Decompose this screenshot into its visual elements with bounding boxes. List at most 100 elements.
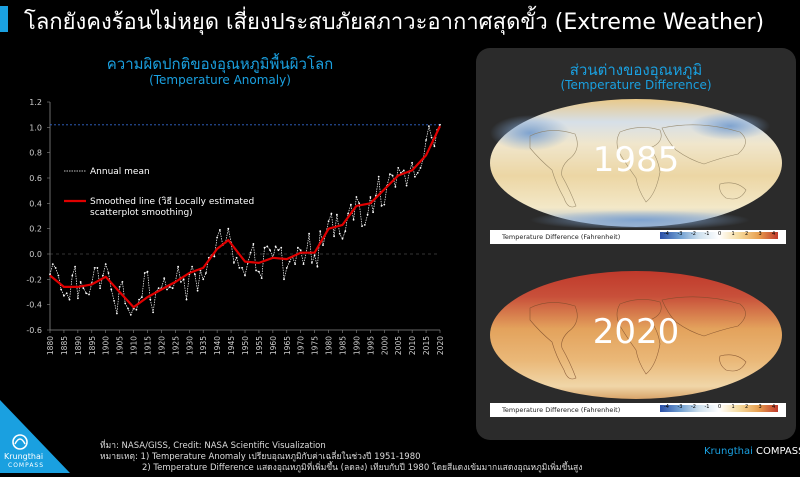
- annual-mean-point: [283, 278, 285, 281]
- annual-mean-point: [411, 161, 413, 164]
- brand-left-sub: COMPASS: [8, 462, 45, 469]
- world-map-2020: [490, 271, 782, 399]
- scale-tick-label: -2: [691, 404, 696, 410]
- annual-mean-point: [397, 167, 400, 169]
- footnote-2: 2) Temperature Difference แสดงอุณหภูมิที…: [142, 463, 583, 473]
- annual-mean-point: [88, 293, 90, 296]
- x-tick-label: 1990: [352, 336, 361, 355]
- annual-mean-point: [213, 255, 216, 258]
- annual-mean-point: [322, 244, 324, 247]
- annual-mean-point: [180, 281, 182, 283]
- annual-mean-point: [107, 272, 110, 274]
- x-tick-label: 1955: [255, 336, 264, 355]
- annual-mean-point: [263, 246, 266, 249]
- annual-mean-point: [428, 125, 430, 127]
- legend-label-smoothed-cont: scatterplot smoothing): [90, 208, 193, 218]
- annual-mean-point: [299, 249, 302, 252]
- x-tick-label: 1965: [283, 336, 292, 355]
- annual-mean-point: [99, 287, 101, 290]
- annual-mean-point: [366, 213, 369, 216]
- annual-mean-point: [433, 145, 436, 148]
- annual-mean-point: [168, 286, 171, 288]
- krungthai-compass-logo: Krungthai COMPASS: [0, 400, 70, 473]
- title-bar: โลกยังคงร้อนไม่หยุด เสี่ยงประสบภัยสภาวะอ…: [0, 0, 800, 38]
- x-tick-label: 1995: [366, 336, 375, 355]
- annual-mean-point: [258, 270, 260, 273]
- annual-mean-point: [347, 212, 349, 215]
- annual-mean-point: [361, 225, 363, 228]
- annual-mean-point: [96, 267, 99, 269]
- annual-mean-line: [49, 124, 441, 316]
- annual-mean-point: [171, 287, 174, 290]
- annual-mean-point: [358, 202, 361, 205]
- brand-left-name: Krungthai: [4, 452, 44, 461]
- annual-mean-point: [294, 263, 296, 265]
- annual-mean-point: [233, 262, 235, 264]
- y-tick-label: 0.8: [29, 149, 42, 158]
- scale-tick-label: -2: [691, 231, 696, 237]
- annual-mean-point: [377, 175, 380, 178]
- world-map-1985: [490, 99, 782, 228]
- annual-mean-point: [202, 278, 205, 281]
- chart-title: ความผิดปกติของอุณหภูมิพื้นผิวโลก: [106, 55, 334, 73]
- scale-label: Temperature Difference (Fahrenheit): [502, 406, 621, 414]
- annual-mean-point: [369, 196, 372, 198]
- scale-tick-label: 4: [772, 231, 776, 237]
- x-tick-label: 2020: [436, 336, 445, 355]
- scale-tick-label: 3: [758, 404, 762, 410]
- x-tick-label: 1890: [74, 336, 83, 355]
- footnote-1: หมายเหตุ: 1) Temperature Anomaly เปรียบอ…: [100, 452, 421, 462]
- annual-mean-point: [60, 288, 62, 291]
- annual-mean-point: [118, 286, 121, 288]
- annual-mean-point: [135, 308, 138, 311]
- annual-mean-point: [54, 267, 57, 269]
- x-tick-label: 1945: [227, 336, 236, 355]
- legend-label-annual: Annual mean: [90, 167, 150, 177]
- annual-mean-point: [138, 298, 141, 301]
- annual-mean-point: [269, 249, 271, 252]
- annual-mean-point: [302, 263, 305, 265]
- annual-mean-point: [330, 212, 333, 215]
- annual-mean-point: [414, 175, 416, 178]
- annual-mean-point: [389, 173, 391, 176]
- map-panel-subtitle: (Temperature Difference): [560, 78, 712, 92]
- annual-mean-point: [333, 235, 335, 238]
- annual-mean-point: [163, 277, 166, 279]
- annual-mean-point: [419, 167, 422, 169]
- annual-mean-point: [336, 213, 338, 216]
- y-tick-label: 1.2: [29, 98, 42, 107]
- scale-tick-label: 2: [745, 404, 749, 410]
- annual-mean-point: [266, 245, 269, 248]
- annual-mean-point: [430, 136, 433, 139]
- annual-mean-point: [113, 300, 115, 302]
- annual-mean-point: [355, 196, 358, 198]
- annual-mean-point: [277, 249, 280, 252]
- x-tick-label: 2015: [422, 336, 431, 355]
- annual-mean-point: [383, 203, 386, 206]
- scale-tick-label: 3: [758, 231, 762, 237]
- annual-mean-point: [196, 289, 199, 292]
- annual-mean-point: [141, 296, 143, 298]
- annual-mean-point: [51, 263, 54, 265]
- annual-mean-point: [288, 260, 291, 263]
- annual-mean-point: [241, 267, 244, 269]
- map-panel-title: ส่วนต่างของอุณหภูมิ: [569, 61, 703, 79]
- annual-mean-point: [416, 172, 419, 174]
- annual-mean-point: [394, 186, 397, 188]
- annual-mean-point: [205, 272, 207, 274]
- annual-mean-point: [308, 232, 310, 235]
- annual-mean-point: [102, 274, 104, 277]
- scale-tick-label: -1: [704, 231, 710, 237]
- brand-right-b: COMPASS: [756, 446, 800, 457]
- annual-mean-point: [191, 265, 194, 268]
- annual-mean-point: [65, 292, 68, 295]
- annual-mean-point: [380, 205, 383, 207]
- scale-tick-label: -3: [677, 404, 683, 410]
- scale-tick-label: -4: [664, 231, 669, 237]
- x-tick-label: 1950: [241, 336, 250, 355]
- x-tick-label: 1905: [116, 336, 125, 355]
- x-tick-label: 1975: [311, 336, 320, 355]
- map-year-1985: 1985: [592, 140, 680, 180]
- title-accent: [0, 6, 8, 32]
- x-tick-label: 1900: [102, 336, 111, 355]
